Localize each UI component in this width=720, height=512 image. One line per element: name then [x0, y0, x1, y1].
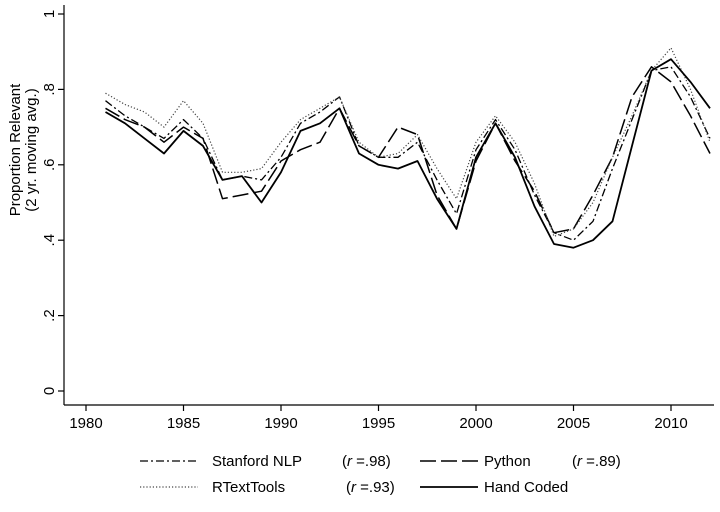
x-tick-label: 1985	[167, 415, 200, 432]
legend-label-hand-coded: Hand Coded	[484, 479, 568, 496]
legend: Stanford NLP (r =.98) Python (r =.89) RTextT…	[140, 453, 621, 496]
legend-r-python: (r =.89)	[572, 453, 621, 470]
series-line-stanford-nlp	[105, 66, 711, 241]
y-axis-title: Proportion Relevant (2 yr. moving avg.)	[7, 83, 40, 216]
legend-label-rtexttools: RTextTools	[212, 479, 285, 496]
y-tick-label: .4	[41, 234, 58, 247]
y-tick-label: 0	[41, 387, 58, 395]
x-tick-label: 2010	[654, 415, 687, 432]
x-tick-label: 2005	[557, 415, 590, 432]
plot-area: 0 .2 .4 .6 .8 1 1980 1985 1990 1995 2000 2005 2010	[41, 5, 714, 432]
series-line-rtexttools	[105, 47, 711, 237]
legend-r-rtexttools: (r =.93)	[346, 479, 395, 496]
y-tick-label: .2	[41, 309, 58, 322]
series-line-python	[105, 66, 711, 234]
x-tick-label: 1995	[362, 415, 395, 432]
legend-label-stanford-nlp: Stanford NLP	[212, 453, 302, 470]
legend-r-stanford-nlp: (r =.98)	[342, 453, 391, 470]
x-tick-label: 1990	[264, 415, 297, 432]
legend-label-python: Python	[484, 453, 531, 470]
series-line-hand-coded	[105, 58, 711, 249]
y-tick-label: .8	[41, 83, 58, 96]
x-tick-label: 2000	[459, 415, 492, 432]
y-tick-label: .6	[41, 159, 58, 172]
y-tick-label: 1	[41, 10, 58, 18]
y-axis-title-line1: Proportion Relevant	[7, 83, 24, 216]
x-tick-label: 1980	[69, 415, 102, 432]
y-axis-title-line2: (2 yr. moving avg.)	[23, 88, 40, 211]
